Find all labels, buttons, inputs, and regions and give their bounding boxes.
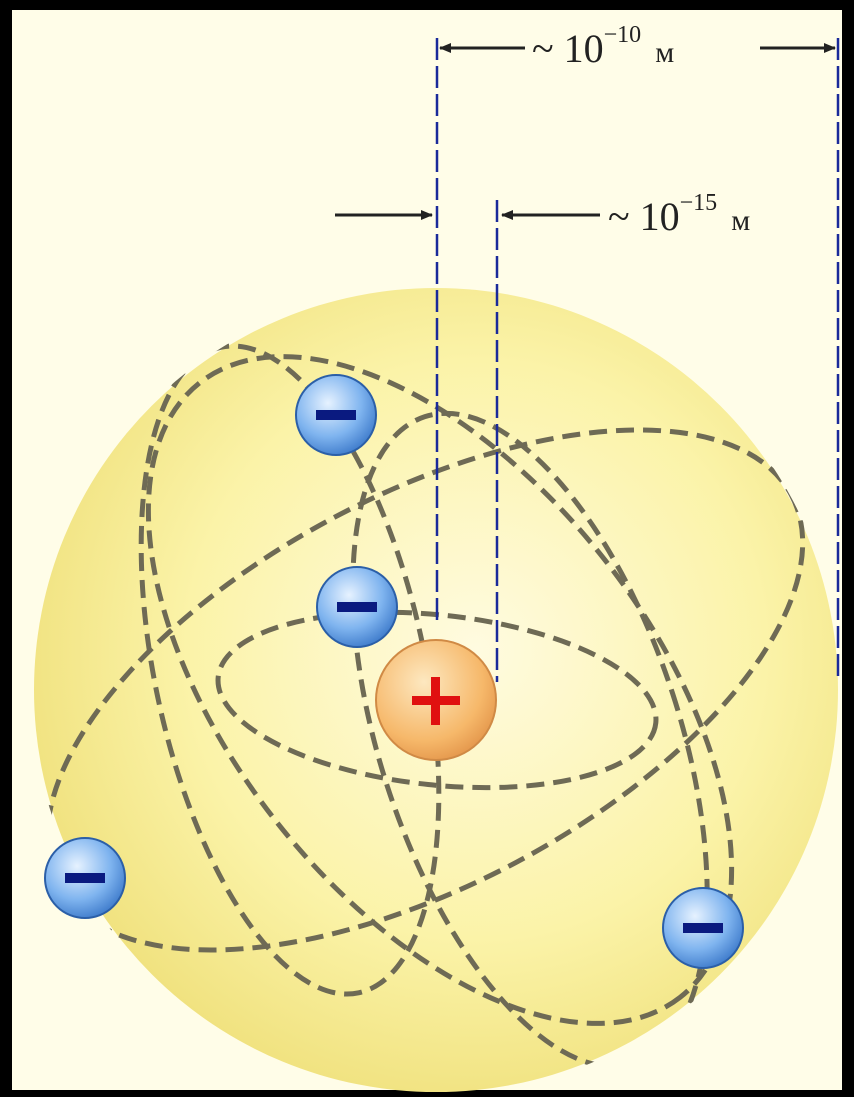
orbit — [145, 354, 735, 1026]
approx: ~ 10 — [532, 26, 604, 71]
unit: м — [731, 204, 750, 237]
electron — [316, 566, 398, 648]
unit: м — [655, 36, 674, 69]
electron — [662, 887, 744, 969]
orbit — [215, 609, 659, 791]
electron — [44, 837, 126, 919]
approx: ~ 10 — [608, 194, 680, 239]
scale-label: ~ 10−15 м — [608, 190, 750, 239]
scale-label: ~ 10−10 м — [532, 22, 674, 71]
electrons — [44, 374, 744, 969]
exponent: −10 — [604, 22, 642, 48]
exponent: −15 — [680, 190, 718, 216]
orbit — [350, 410, 710, 1070]
nucleus — [375, 639, 497, 761]
electron — [295, 374, 377, 456]
